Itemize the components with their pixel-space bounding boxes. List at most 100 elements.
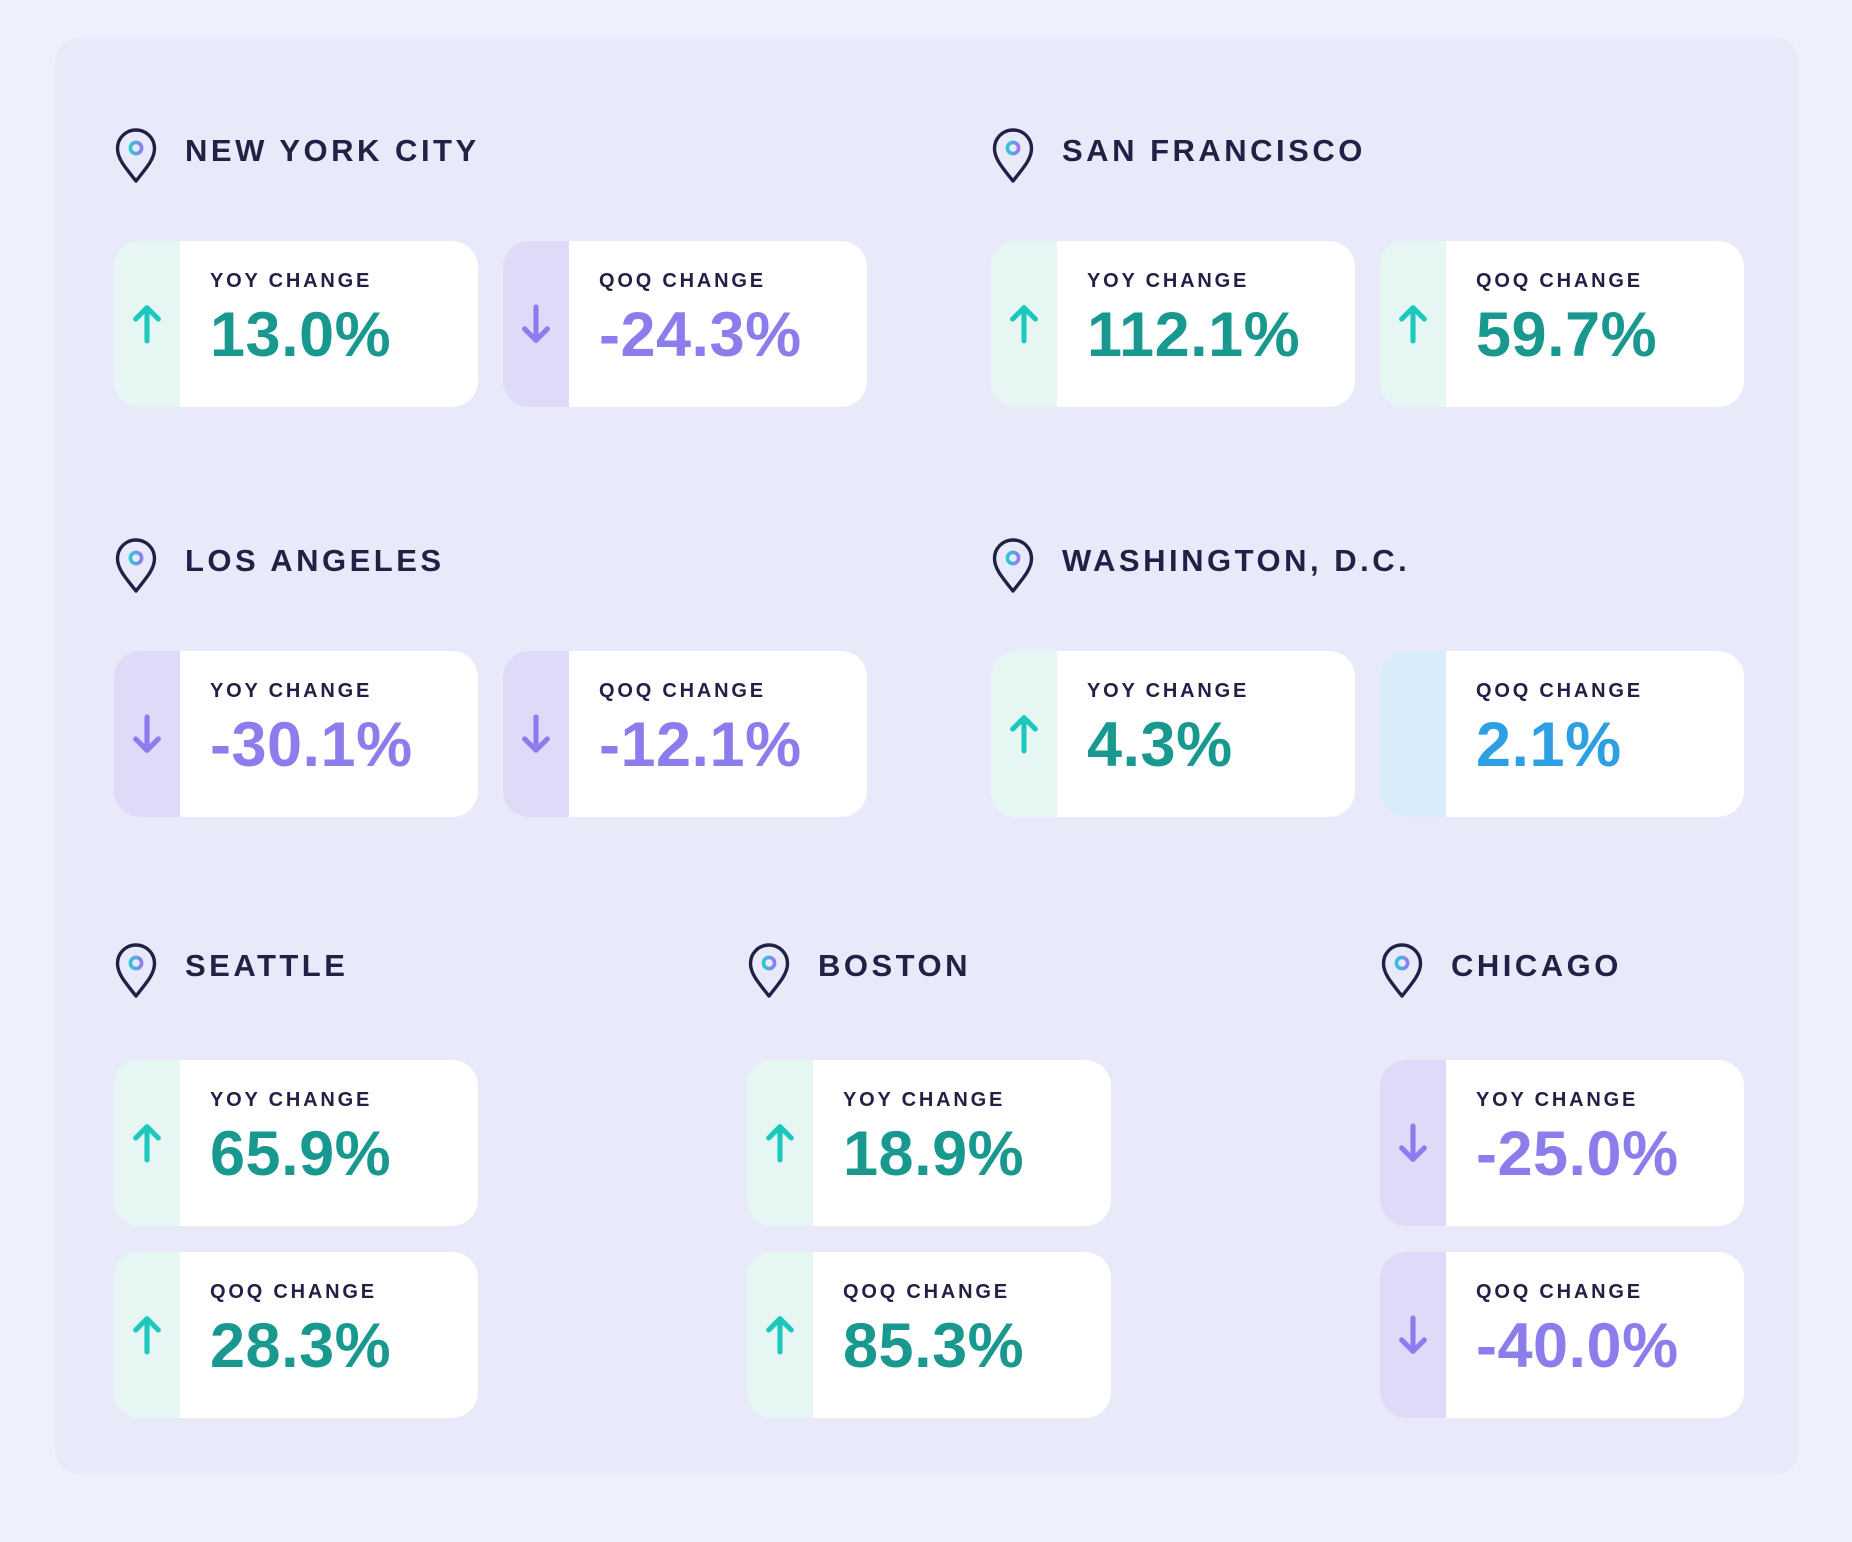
stat-value: 65.9% [210,1119,392,1189]
stat-card-column: YOY CHANGE 65.9% QOQ CHANGE 28.3% [114,1060,478,1418]
city-header: LOS ANGELES [114,537,867,595]
map-pin-icon [748,943,790,998]
stat-label: QOQ CHANGE [599,680,766,702]
city-header: NEW YORK CITY [114,127,867,185]
stat-label: YOY CHANGE [1087,270,1250,292]
trend-strip [114,1060,180,1226]
city-section-seattle: SEATTLE YOY CHANGE 65.9% [114,942,478,1418]
trend-arrow-icon [1399,305,1427,344]
stat-label: YOY CHANGE [1087,680,1250,702]
map-pin-icon [992,128,1034,183]
city-header: WASHINGTON, D.C. [991,537,1744,595]
dashboard-panel: NEW YORK CITY YOY CHANGE 13.0% [55,37,1799,1475]
stat-card-row: YOY CHANGE 4.3% QOQ CHANGE 2.1% [991,651,1744,817]
city-name: CHICAGO [1451,948,1622,983]
trend-arrow-icon [133,1316,161,1355]
stat-card-yoy: YOY CHANGE -30.1% [114,651,478,817]
trend-strip [114,651,180,817]
city-name: BOSTON [818,948,972,983]
trend-arrow-icon [1399,1315,1427,1354]
stat-card-body: QOQ CHANGE -24.3% [569,241,810,407]
trend-strip [1380,1252,1446,1418]
stat-value: 4.3% [1087,710,1233,780]
stat-label: YOY CHANGE [210,270,373,292]
stat-value: 18.9% [843,1119,1025,1189]
stat-value: -40.0% [1476,1311,1679,1381]
stat-label: YOY CHANGE [1476,1089,1639,1111]
stat-card-row: YOY CHANGE -30.1% QOQ CHANGE -12.1% [114,651,867,817]
stat-value: 85.3% [843,1311,1025,1381]
stat-card-qoq: QOQ CHANGE -12.1% [503,651,867,817]
city-name: SEATTLE [185,948,349,983]
trend-arrow-icon [522,304,550,343]
stat-card-body: QOQ CHANGE 85.3% [813,1252,1032,1418]
stat-label: YOY CHANGE [210,680,373,702]
trend-arrow-icon [1010,305,1038,344]
stat-value: -25.0% [1476,1119,1679,1189]
trend-strip [1380,651,1446,817]
stat-value: 2.1% [1476,710,1622,780]
stat-card-body: QOQ CHANGE 59.7% [1446,241,1665,407]
stat-card-body: YOY CHANGE 13.0% [180,241,399,407]
stat-card-yoy: YOY CHANGE 4.3% [991,651,1355,817]
city-header: CHICAGO [1380,942,1744,1000]
stat-card-body: QOQ CHANGE 2.1% [1446,651,1651,817]
stat-card-qoq: QOQ CHANGE 2.1% [1380,651,1744,817]
stat-value: 28.3% [210,1311,392,1381]
stat-card-body: YOY CHANGE 4.3% [1057,651,1257,817]
stat-label: YOY CHANGE [843,1089,1006,1111]
stat-card-yoy: YOY CHANGE -25.0% [1380,1060,1744,1226]
stat-card-yoy: YOY CHANGE 13.0% [114,241,478,407]
trend-arrow-icon [522,714,550,753]
stat-card-row: YOY CHANGE 112.1% QOQ CHANGE 59.7% [991,241,1744,407]
stat-card-row: YOY CHANGE 13.0% QOQ CHANGE -24.3% [114,241,867,407]
trend-strip [747,1060,813,1226]
stat-card-qoq: QOQ CHANGE 59.7% [1380,241,1744,407]
stat-label: QOQ CHANGE [1476,270,1643,292]
stat-card-body: YOY CHANGE 18.9% [813,1060,1032,1226]
stat-card-body: YOY CHANGE -25.0% [1446,1060,1687,1226]
stat-value: -12.1% [599,710,802,780]
city-name: SAN FRANCISCO [1062,133,1366,168]
trend-arrow-icon [133,305,161,344]
stat-card-yoy: YOY CHANGE 112.1% [991,241,1355,407]
map-pin-icon [115,128,157,183]
city-header: BOSTON [747,942,1111,1000]
trend-arrow-icon [1399,1123,1427,1162]
stat-card-body: QOQ CHANGE -40.0% [1446,1252,1687,1418]
trend-arrow-icon [133,714,161,753]
stat-card-column: YOY CHANGE -25.0% QOQ CHANGE -40.0% [1380,1060,1744,1418]
stat-label: QOQ CHANGE [599,270,766,292]
map-pin-icon [1381,943,1423,998]
stat-card-body: YOY CHANGE 112.1% [1057,241,1308,407]
map-pin-icon [992,538,1034,593]
city-header: SAN FRANCISCO [991,127,1744,185]
map-pin-icon [115,943,157,998]
city-section-los-angeles: LOS ANGELES YOY CHANGE -30.1% [114,537,867,817]
stat-card-body: YOY CHANGE -30.1% [180,651,421,817]
city-name: WASHINGTON, D.C. [1062,543,1411,578]
stat-card-body: QOQ CHANGE 28.3% [180,1252,399,1418]
stat-label: YOY CHANGE [210,1089,373,1111]
trend-strip [1380,1060,1446,1226]
stat-value: -24.3% [599,300,802,370]
stat-card-qoq: QOQ CHANGE -40.0% [1380,1252,1744,1418]
city-name: NEW YORK CITY [185,133,480,168]
stat-label: QOQ CHANGE [1476,1281,1643,1303]
stat-card-column: YOY CHANGE 18.9% QOQ CHANGE 85.3% [747,1060,1111,1418]
stat-label: QOQ CHANGE [843,1281,1010,1303]
trend-arrow-icon [766,1124,794,1163]
city-section-new-york-city: NEW YORK CITY YOY CHANGE 13.0% [114,127,867,407]
city-section-san-francisco: SAN FRANCISCO YOY CHANGE 112.1% [991,127,1744,407]
stat-label: QOQ CHANGE [210,1281,377,1303]
stat-card-yoy: YOY CHANGE 65.9% [114,1060,478,1226]
trend-strip [114,241,180,407]
stat-card-qoq: QOQ CHANGE 85.3% [747,1252,1111,1418]
trend-strip [747,1252,813,1418]
stat-card-qoq: QOQ CHANGE -24.3% [503,241,867,407]
trend-strip [991,651,1057,817]
city-section-boston: BOSTON YOY CHANGE 18.9% [747,942,1111,1418]
trend-arrow-icon [1010,715,1038,754]
trend-strip [503,241,569,407]
stat-label: QOQ CHANGE [1476,680,1643,702]
